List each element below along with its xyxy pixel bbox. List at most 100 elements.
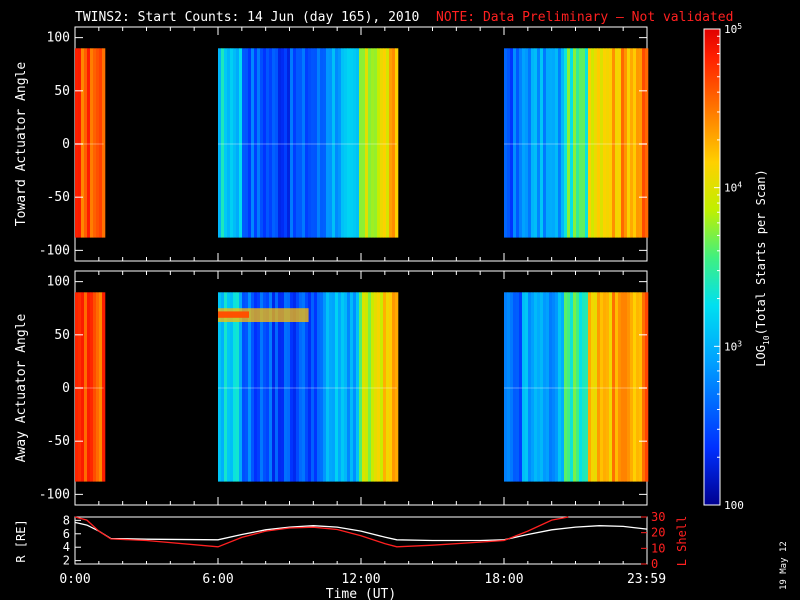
heatmap-column-101 <box>597 48 601 238</box>
l-tick-label: 0 <box>651 557 658 571</box>
zero-angle-stripe <box>75 143 104 145</box>
heatmap-column-41 <box>311 292 315 482</box>
heatmap-column-70 <box>504 48 508 238</box>
l-tick-label: 20 <box>651 526 665 540</box>
high-angle-peak <box>218 311 249 318</box>
heatmap-column-75 <box>519 292 523 482</box>
heatmap-column-115 <box>639 292 643 482</box>
heatmap-column-24 <box>260 48 264 238</box>
heatmap-column-80 <box>534 292 538 482</box>
heatmap-column-58 <box>362 48 366 238</box>
heatmap-column-90 <box>564 292 568 482</box>
heatmap-column-35 <box>293 292 297 482</box>
heatmap-column-42 <box>314 292 318 482</box>
heatmap-column-32 <box>284 292 288 482</box>
y-tick-label: -100 <box>39 243 70 258</box>
heatmap-column-75 <box>519 48 523 238</box>
heatmap-column-97 <box>585 292 589 482</box>
heatmap-column-56 <box>356 292 360 482</box>
heatmap-column-80 <box>534 48 538 238</box>
colorbar-label-rest: (Total Starts per Scan) <box>754 169 768 335</box>
heatmap-column-70 <box>504 292 508 482</box>
zero-angle-stripe <box>75 387 104 389</box>
heatmap-column-45 <box>323 292 327 482</box>
toward-y-axis-label: Toward Actuator Angle <box>14 62 29 227</box>
heatmap-column-6 <box>93 292 97 482</box>
l-tick-label: 30 <box>651 510 665 524</box>
heatmap-column-78 <box>528 48 532 238</box>
ephemeris-panel-frame <box>74 516 648 565</box>
heatmap-column-21 <box>251 292 255 482</box>
heatmap-column-56 <box>356 48 360 238</box>
heatmap-column-49 <box>335 292 339 482</box>
heatmap-column-47 <box>329 48 333 238</box>
heatmap-column-48 <box>332 48 336 238</box>
heatmap-column-53 <box>347 48 351 238</box>
heatmap-column-88 <box>558 292 562 482</box>
heatmap-column-66 <box>386 48 390 238</box>
heatmap-column-74 <box>516 292 520 482</box>
time-tick-label: 12:00 <box>341 572 380 587</box>
heatmap-column-101 <box>597 292 601 482</box>
heatmap-column-113 <box>633 48 637 238</box>
heatmap-column-111 <box>627 292 631 482</box>
heatmap-column-12 <box>224 292 228 482</box>
heatmap-column-76 <box>522 292 526 482</box>
heatmap-column-117 <box>645 292 649 482</box>
heatmap-column-47 <box>329 292 333 482</box>
heatmap-column-95 <box>579 292 583 482</box>
l-shell-axis-label: L Shell <box>675 516 689 567</box>
heatmap-column-57 <box>359 292 363 482</box>
heatmap-column-77 <box>525 292 529 482</box>
heatmap-column-61 <box>371 292 375 482</box>
heatmap-column-36 <box>296 292 300 482</box>
heatmap-column-11 <box>221 48 225 238</box>
heatmap-column-54 <box>350 48 354 238</box>
heatmap-column-68 <box>392 48 396 238</box>
heatmap-column-35 <box>293 48 297 238</box>
heatmap-column-20 <box>248 48 252 238</box>
heatmap-column-3 <box>84 48 88 238</box>
heatmap-column-52 <box>344 48 348 238</box>
l-shell-line <box>74 516 569 548</box>
heatmap-column-117 <box>645 48 649 238</box>
heatmap-column-72 <box>510 48 514 238</box>
heatmap-column-46 <box>326 48 330 238</box>
heatmap-column-63 <box>377 48 381 238</box>
heatmap-column-100 <box>594 292 598 482</box>
heatmap-column-74 <box>516 48 520 238</box>
heatmap-column-26 <box>266 292 270 482</box>
heatmap-column-7 <box>96 48 100 238</box>
heatmap-column-81 <box>537 292 541 482</box>
heatmap-column-97 <box>585 48 589 238</box>
heatmap-column-34 <box>290 292 294 482</box>
heatmap-column-84 <box>546 292 550 482</box>
heatmap-column-58 <box>362 292 366 482</box>
heatmap-column-6 <box>93 48 97 238</box>
away-heatmap <box>75 292 649 482</box>
y-tick-label: -50 <box>47 434 70 449</box>
heatmap-column-102 <box>600 48 604 238</box>
heatmap-column-16 <box>236 48 240 238</box>
heatmap-column-1 <box>78 48 82 238</box>
toward-heatmap <box>75 48 649 238</box>
heatmap-column-28 <box>272 48 276 238</box>
colorbar-label-subscript: 10 <box>762 335 771 345</box>
heatmap-column-38 <box>302 48 306 238</box>
heatmap-column-11 <box>221 292 225 482</box>
heatmap-column-19 <box>245 292 249 482</box>
heatmap-column-84 <box>546 48 550 238</box>
heatmap-column-82 <box>540 48 544 238</box>
heatmap-column-27 <box>269 292 273 482</box>
heatmap-column-114 <box>636 48 640 238</box>
heatmap-column-83 <box>543 292 547 482</box>
heatmap-column-82 <box>540 292 544 482</box>
heatmap-column-62 <box>374 292 378 482</box>
heatmap-column-29 <box>275 292 279 482</box>
heatmap-column-28 <box>272 292 276 482</box>
heatmap-column-44 <box>320 48 324 238</box>
y-tick-label: -100 <box>39 487 70 502</box>
heatmap-column-43 <box>317 292 321 482</box>
heatmap-column-112 <box>630 292 634 482</box>
